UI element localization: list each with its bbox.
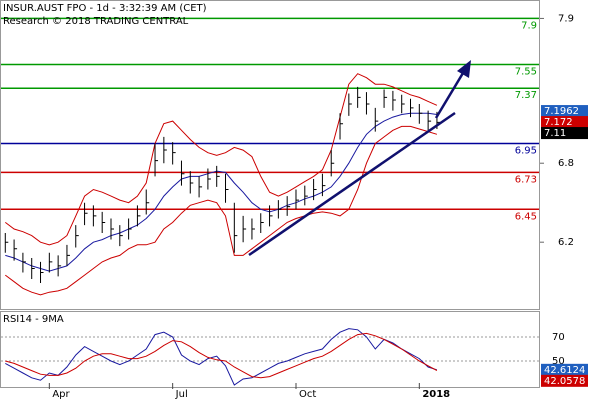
price-bar xyxy=(207,168,211,190)
plot-layer: 6.2 6.8 7.9 7.9 7.55 7.37 6.95 6.73 6.45 50 70 Apr J… xyxy=(1,13,574,400)
price-bar xyxy=(48,252,53,273)
price-bar xyxy=(22,252,26,273)
price-bar xyxy=(101,211,106,233)
value-marker-label: 42.6124 xyxy=(544,365,585,376)
price-bar xyxy=(383,89,388,108)
price-bar xyxy=(277,200,282,219)
y-tick-label: 50 xyxy=(552,356,565,367)
value-marker-box xyxy=(541,127,588,140)
price-bar xyxy=(66,244,70,266)
price-bar xyxy=(410,98,414,118)
price-bar xyxy=(295,189,299,210)
x-tick-label: Jul xyxy=(175,389,188,400)
price-bar xyxy=(110,218,114,240)
rsi-line xyxy=(5,332,438,379)
price-bar xyxy=(172,142,176,165)
price-bar xyxy=(57,255,62,277)
price-bar xyxy=(31,257,35,280)
x-tick-label: Apr xyxy=(52,389,70,400)
y-tick-label: 6.8 xyxy=(558,158,574,169)
price-bar xyxy=(225,173,229,203)
price-bar xyxy=(330,150,335,177)
price-bar xyxy=(348,93,352,116)
price-bar xyxy=(339,113,344,140)
x-tick-label: 2018 xyxy=(422,389,450,400)
trend-line xyxy=(248,111,456,257)
price-bar xyxy=(180,160,185,186)
price-bar xyxy=(154,143,159,177)
level-label: 7.9 xyxy=(521,20,537,31)
y-tick-label: 70 xyxy=(552,332,565,343)
price-bar xyxy=(260,213,264,233)
level-label: 6.95 xyxy=(515,145,537,156)
value-marker-box xyxy=(541,363,588,376)
chart-title: INSUR.AUST FPO - 1d - 3:32:39 AM (CET) xyxy=(3,3,207,14)
price-bar xyxy=(313,179,317,201)
value-marker-label: 7.1962 xyxy=(544,106,579,117)
price-bar xyxy=(427,110,432,131)
y-tick-label: 6.2 xyxy=(558,237,574,248)
price-bar xyxy=(392,90,396,111)
level-label: 6.73 xyxy=(515,174,537,185)
chart-subtitle: Research © 2018 TRADING CENTRAL xyxy=(3,16,189,27)
price-bar xyxy=(269,205,273,227)
overlay-line xyxy=(5,125,438,296)
price-bar xyxy=(321,173,326,197)
price-bar xyxy=(233,202,238,253)
overlay-line xyxy=(5,73,438,246)
price-bar xyxy=(365,92,370,115)
value-marker-label: 7.11 xyxy=(544,128,566,139)
price-bar xyxy=(286,196,291,216)
x-tick-label: Oct xyxy=(299,389,316,400)
price-bar xyxy=(374,107,379,132)
level-label: 6.45 xyxy=(515,211,537,222)
price-bar xyxy=(84,202,88,226)
price-bar xyxy=(92,205,97,227)
price-bar xyxy=(145,189,150,215)
level-label: 7.37 xyxy=(515,90,537,101)
price-bar xyxy=(4,232,9,253)
price-bar xyxy=(198,176,203,198)
price-bar xyxy=(251,218,255,240)
price-bar xyxy=(119,225,123,247)
price-bar xyxy=(136,205,141,227)
level-label: 7.55 xyxy=(515,66,537,77)
y-tick-label: 7.9 xyxy=(558,13,574,24)
arrow-head xyxy=(457,60,471,78)
value-marker-label: 42.0578 xyxy=(544,376,585,387)
rsi-line xyxy=(5,328,438,386)
price-bar xyxy=(40,261,44,283)
price-bar xyxy=(75,225,79,248)
rsi-title: RSI14 - 9MA xyxy=(3,314,64,325)
value-marker-label: 7.172 xyxy=(544,117,573,128)
price-bar xyxy=(304,185,308,206)
price-bar xyxy=(128,218,132,240)
price-bar xyxy=(163,136,167,164)
price-bar xyxy=(242,215,247,243)
price-panel xyxy=(0,0,540,310)
price-bar xyxy=(189,171,194,194)
price-bar xyxy=(357,86,361,108)
value-marker-box xyxy=(541,105,588,118)
price-bar xyxy=(13,239,18,261)
arrow-shaft xyxy=(434,67,468,119)
overlay-line xyxy=(5,112,437,272)
price-bar xyxy=(418,103,423,124)
price-bar xyxy=(216,165,220,187)
value-marker-box xyxy=(541,374,588,387)
value-marker-box xyxy=(541,116,588,129)
price-bar xyxy=(401,94,405,114)
